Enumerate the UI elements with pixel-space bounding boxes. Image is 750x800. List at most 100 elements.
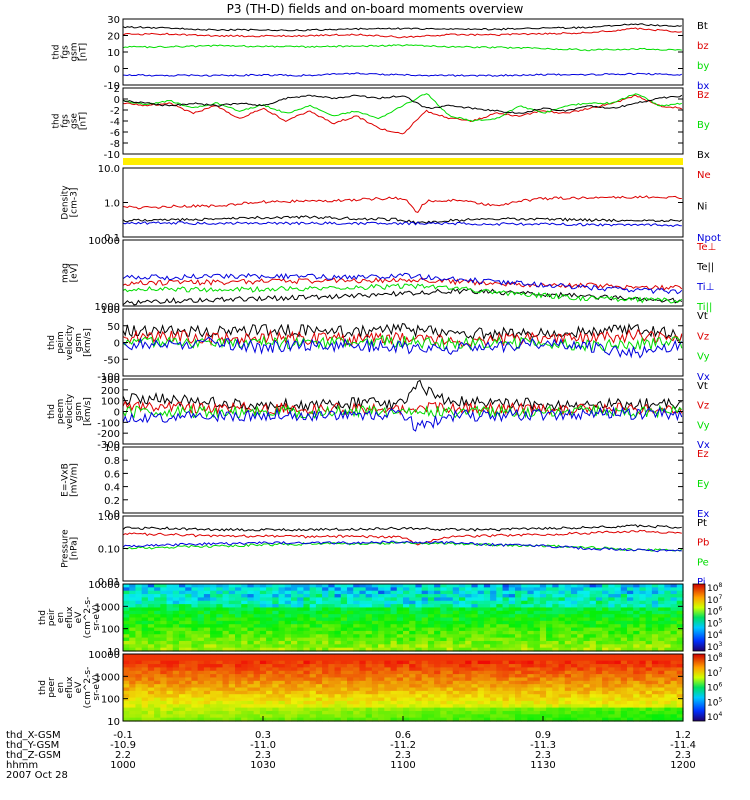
heatmap-cell — [216, 707, 224, 712]
heatmap-cell — [639, 594, 647, 598]
heatmap-cell — [303, 587, 311, 592]
heatmap-cell — [465, 627, 473, 632]
heatmap-cell — [179, 600, 186, 605]
heatmap-cell — [452, 600, 460, 605]
heatmap-cell — [235, 704, 242, 709]
heatmap-cell — [434, 587, 441, 592]
heatmap-cell — [396, 614, 404, 619]
heatmap-cell — [253, 620, 261, 625]
heatmap-cell — [639, 677, 647, 682]
heatmap-cell — [577, 637, 585, 642]
heatmap-cell — [664, 644, 672, 649]
heatmap-cell — [651, 697, 659, 702]
heatmap-cell — [123, 710, 130, 715]
heatmap-cell — [347, 597, 354, 602]
heatmap-cell — [564, 690, 572, 695]
heatmap-cell — [421, 594, 429, 598]
heatmap-cell — [533, 660, 541, 665]
heatmap-cell — [384, 654, 392, 658]
heatmap-cell — [272, 694, 280, 699]
heatmap-cell — [328, 654, 336, 658]
heatmap-cell — [459, 714, 466, 719]
heatmap-cell — [658, 630, 665, 635]
heatmap-cell — [166, 640, 174, 645]
heatmap-cell — [477, 714, 485, 719]
heatmap-cell — [552, 680, 560, 685]
heatmap-cell — [166, 660, 174, 665]
y-axis-label: velocity — [65, 393, 75, 429]
heatmap-cell — [577, 610, 585, 615]
heatmap-cell — [564, 677, 572, 682]
heatmap-cell — [409, 664, 417, 668]
heatmap-cell — [309, 664, 317, 668]
heatmap-cell — [564, 620, 572, 625]
heatmap-cell — [490, 634, 497, 639]
heatmap-cell — [583, 634, 591, 639]
y-axis-label: thd — [38, 610, 48, 625]
heatmap-cell — [608, 594, 616, 598]
heatmap-cell — [328, 640, 336, 645]
heatmap-cell — [645, 584, 653, 588]
heatmap-cell — [571, 584, 578, 588]
heatmap-cell — [633, 714, 641, 719]
heatmap-cell — [203, 700, 211, 705]
heatmap-cell — [676, 680, 684, 685]
heatmap-cell — [521, 614, 529, 619]
heatmap-cell — [266, 640, 273, 645]
heatmap-cell — [533, 697, 541, 702]
heatmap-cell — [191, 710, 199, 715]
heatmap-cell — [291, 640, 298, 645]
heatmap-cell — [172, 707, 180, 712]
heatmap-cell — [583, 704, 591, 709]
heatmap-cell — [564, 674, 572, 679]
heatmap-cell — [477, 664, 485, 668]
heatmap-cell — [434, 630, 441, 635]
heatmap-cell — [434, 594, 441, 598]
heatmap-cell — [353, 607, 361, 612]
heatmap-cell — [371, 710, 379, 715]
heatmap-cell — [334, 677, 342, 682]
heatmap-cell — [347, 614, 354, 619]
heatmap-cell — [160, 664, 168, 668]
heatmap-cell — [521, 630, 529, 635]
heatmap-cell — [546, 694, 553, 699]
heatmap-cell — [620, 587, 628, 592]
heatmap-cell — [185, 587, 193, 592]
heatmap-cell — [179, 610, 186, 615]
heatmap-cell — [347, 584, 354, 588]
heatmap-cell — [521, 704, 529, 709]
heatmap-cell — [434, 710, 441, 715]
heatmap-cell — [315, 600, 323, 605]
heatmap-cell — [378, 607, 385, 612]
heatmap-cell — [135, 704, 143, 709]
heatmap-cell — [160, 670, 168, 675]
heatmap-cell — [415, 604, 423, 609]
heatmap-cell — [160, 627, 168, 632]
heatmap-cell — [465, 617, 473, 622]
heatmap-cell — [259, 674, 267, 679]
heatmap-cell — [564, 694, 572, 699]
heatmap-cell — [639, 707, 647, 712]
heatmap-cell — [154, 587, 161, 592]
heatmap-cell — [527, 594, 535, 598]
heatmap-cell — [539, 697, 547, 702]
heatmap-cell — [471, 690, 479, 695]
heatmap-cell — [297, 630, 305, 635]
heatmap-cell — [403, 617, 410, 622]
heatmap-cell — [589, 684, 597, 689]
heatmap-cell — [123, 654, 130, 658]
heatmap-cell — [483, 620, 491, 625]
heatmap-cell — [359, 634, 367, 639]
heatmap-cell — [291, 590, 298, 595]
heatmap-cell — [315, 694, 323, 699]
heatmap-cell — [272, 707, 280, 712]
heatmap-cell — [508, 670, 516, 675]
heatmap-cell — [639, 700, 647, 705]
heatmap-cell — [564, 710, 572, 715]
heatmap-cell — [328, 657, 336, 662]
heatmap-cell — [322, 634, 329, 639]
heatmap-cell — [645, 587, 653, 592]
heatmap-cell — [129, 667, 137, 672]
heatmap-cell — [465, 677, 473, 682]
heatmap-cell — [670, 607, 678, 612]
